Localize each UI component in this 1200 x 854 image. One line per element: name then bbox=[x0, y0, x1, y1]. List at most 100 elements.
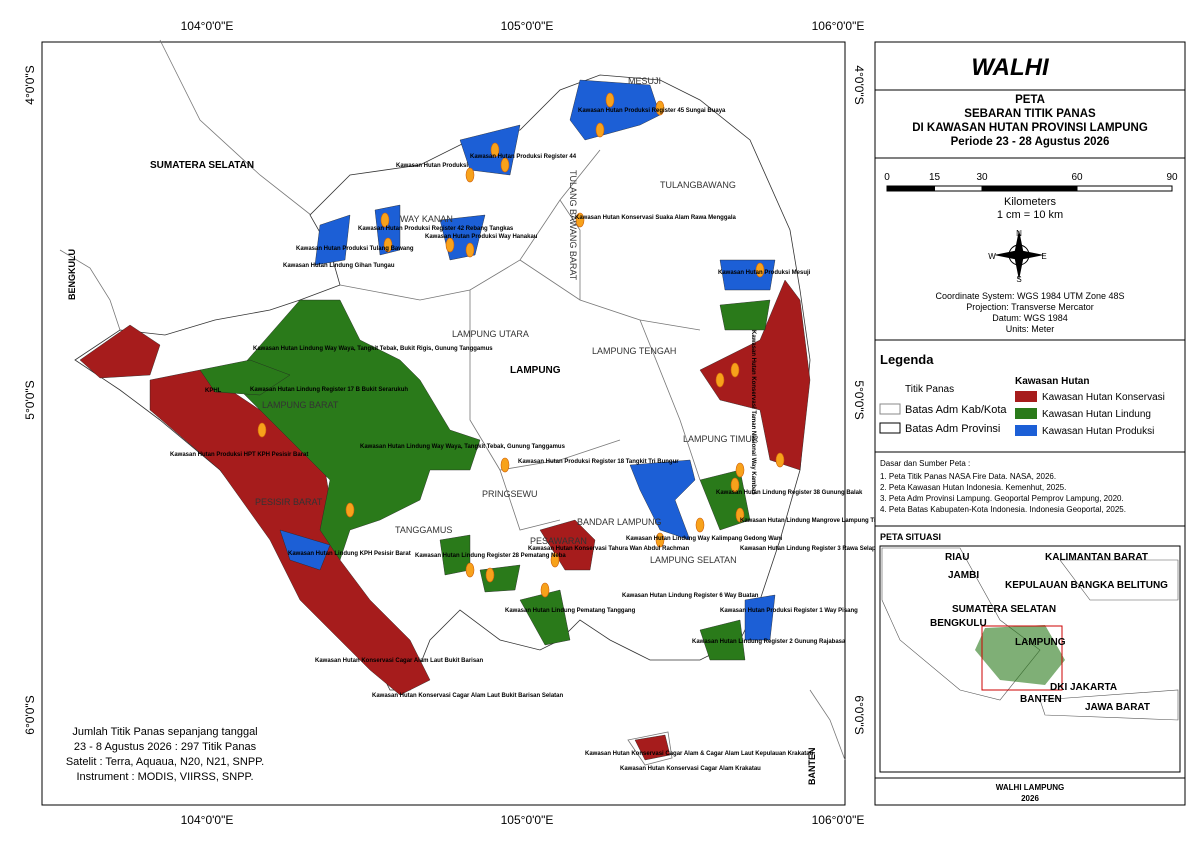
label: Kawasan Hutan Produksi Register 42 Reban… bbox=[358, 226, 514, 232]
legend-swatch bbox=[1015, 391, 1037, 402]
label: Kawasan Hutan Lindung Gihan Tungau bbox=[283, 263, 395, 269]
label: 1 cm = 10 km bbox=[997, 209, 1063, 221]
shape: WALHI LAMPUNG 2026 bbox=[996, 783, 1064, 803]
shape bbox=[229, 299, 481, 561]
shape: SUMATERA SELATAN BENGKULU LAMPUNG LAMPUN… bbox=[67, 76, 817, 785]
hotspot-icon bbox=[735, 507, 745, 523]
label: TULANG BAWANG BARAT bbox=[568, 170, 578, 281]
label: Kawasan Hutan Lindung Register 38 Gunung… bbox=[716, 490, 863, 496]
label: 104°0'0"E bbox=[181, 813, 234, 827]
label: DI KAWASAN HUTAN PROVINSI LAMPUNG bbox=[912, 122, 1148, 134]
legend-label: Kawasan Hutan Produksi bbox=[1042, 426, 1154, 437]
shape bbox=[539, 519, 596, 571]
label: Kawasan Hutan Lindung Register 2 Gunung … bbox=[692, 639, 846, 645]
legend-swatch bbox=[1015, 408, 1037, 419]
hotspot-icon bbox=[465, 242, 475, 258]
scale-tick-label: 90 bbox=[1166, 172, 1178, 183]
shape bbox=[874, 41, 1186, 91]
label: BENGKULU bbox=[930, 618, 987, 629]
label: Coordinate System: WGS 1984 UTM Zone 48S bbox=[935, 291, 1124, 301]
legend-label: Kawasan Hutan Konservasi bbox=[1042, 392, 1165, 403]
inset-map bbox=[879, 545, 1181, 773]
label: Kawasan Hutan Produksi Register 45 Sunga… bbox=[578, 108, 726, 114]
hotspot-icon bbox=[500, 157, 510, 173]
hotspot-icon bbox=[595, 122, 605, 138]
hotspot-icon bbox=[550, 552, 560, 568]
legend-swatch bbox=[879, 403, 901, 415]
shape bbox=[719, 299, 771, 331]
base-map bbox=[59, 39, 846, 766]
label: 4°0'0"S bbox=[852, 65, 866, 104]
scale-segment bbox=[981, 185, 1078, 192]
shape bbox=[559, 199, 581, 300]
shape bbox=[634, 734, 671, 761]
label: SUMATERA SELATAN bbox=[952, 604, 1056, 615]
label: 6°0'0"S bbox=[852, 695, 866, 734]
scale-tick-label: 60 bbox=[1071, 172, 1083, 183]
label: KALIMANTAN BARAT bbox=[1045, 552, 1148, 563]
legend-label: Kawasan Hutan Lindung bbox=[1042, 409, 1151, 420]
shape bbox=[981, 625, 1063, 691]
scale-segment bbox=[934, 185, 983, 192]
shape: RIAU JAMBI KALIMANTAN BARAT KEPULAUAN BA… bbox=[930, 552, 1168, 713]
label: Kawasan Hutan Konservasi Cagar Alam Laut… bbox=[315, 658, 483, 664]
hotspot-icon bbox=[715, 372, 725, 388]
hotspot-icon bbox=[775, 452, 785, 468]
label: BENGKULU bbox=[67, 249, 77, 300]
hotspot-icon bbox=[345, 502, 355, 518]
label: Datum: WGS 1984 bbox=[992, 313, 1068, 323]
label: Projection: Transverse Mercator bbox=[966, 302, 1094, 312]
shape bbox=[79, 324, 161, 379]
label: Kawasan Hutan Produksi Register 1 Way Pi… bbox=[720, 608, 858, 614]
label: Kawasan Hutan Produksi bbox=[396, 163, 468, 169]
scale-segment bbox=[1076, 185, 1173, 192]
shape bbox=[1039, 689, 1179, 721]
label: 106°0'0"E bbox=[812, 19, 865, 33]
label: TANGGAMUS bbox=[395, 525, 452, 535]
label: 5°0'0"S bbox=[852, 380, 866, 419]
scale-tick-label: 0 bbox=[884, 172, 890, 183]
label: LAMPUNG bbox=[510, 365, 561, 376]
label: KPHL bbox=[205, 388, 222, 394]
hotspot-icon bbox=[655, 532, 665, 548]
shape: Coordinate System: WGS 1984 UTM Zone 48S… bbox=[935, 291, 1124, 334]
label: 23 - 8 Agustus 2026 : 297 Titik Panas bbox=[74, 741, 257, 753]
label: Dasar dan Sumber Peta : bbox=[880, 459, 970, 468]
hotspot-icon bbox=[383, 237, 393, 253]
label: Kawasan Hutan Lindung Mangrove Lampung T… bbox=[740, 518, 888, 524]
scale-tick-label: 30 bbox=[976, 172, 988, 183]
shape: Jumlah Titik Panas sepanjang tanggal 23 … bbox=[66, 726, 264, 783]
shape bbox=[59, 249, 121, 331]
label: KEPULAUAN BANGKA BELITUNG bbox=[1005, 580, 1168, 591]
hotspot-icon bbox=[695, 517, 705, 533]
label: LAMPUNG bbox=[1015, 637, 1066, 648]
hotspot-icon bbox=[465, 167, 475, 183]
legend-swatch bbox=[879, 422, 901, 434]
hotspot-icon bbox=[500, 457, 510, 473]
shape bbox=[1008, 244, 1030, 266]
label: 3. Peta Adm Provinsi Lampung. Geoportal … bbox=[880, 494, 1124, 503]
label: LAMPUNG UTARA bbox=[452, 329, 529, 339]
label: Kawasan Hutan Konservasi Tahura Wan Abdu… bbox=[528, 546, 689, 552]
label: SEBARAN TITIK PANAS bbox=[964, 108, 1096, 120]
hotspot-icon bbox=[540, 582, 550, 598]
label: PESAWARAN bbox=[530, 536, 587, 546]
label: S bbox=[1016, 275, 1021, 284]
label: Legenda bbox=[880, 352, 934, 367]
label: Batas Adm Provinsi bbox=[905, 423, 1000, 435]
shape bbox=[569, 79, 661, 141]
shape bbox=[874, 451, 1186, 527]
label: 4°0'0"S bbox=[23, 65, 37, 104]
label: Kawasan Hutan Produksi Register 44 bbox=[470, 154, 577, 160]
label: Kawasan Hutan Produksi HPT KPH Pesisir B… bbox=[170, 452, 308, 458]
hotspot-icon bbox=[445, 237, 455, 253]
label: Kawasan Hutan Produksi Register 18 Tangk… bbox=[518, 459, 679, 465]
label: Kawasan Hutan Lindung Way Waya, Tangkit … bbox=[360, 444, 566, 450]
label: Kilometers bbox=[1004, 196, 1056, 208]
label: Kawasan Hutan Konservasi Cagar Alam & Ca… bbox=[585, 751, 814, 757]
label: BANTEN bbox=[807, 748, 817, 786]
hotspot-icon bbox=[380, 212, 390, 228]
label: 106°0'0"E bbox=[812, 813, 865, 827]
label: Kawasan Hutan Lindung Pematang Tanggang bbox=[505, 608, 636, 614]
hotspot-icon bbox=[257, 422, 267, 438]
